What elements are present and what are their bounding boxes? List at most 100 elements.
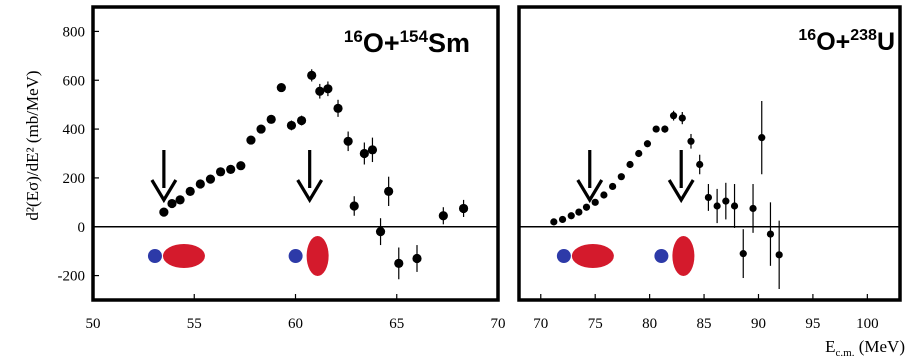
x-tick-label: 70 [491, 316, 506, 332]
barrier-arrow [576, 150, 604, 204]
data-point [205, 174, 216, 184]
data-point [296, 115, 307, 126]
data-point [159, 207, 169, 217]
y-tick-label: 800 [63, 24, 86, 40]
projectile-nucleus [654, 249, 669, 263]
data-point [343, 136, 353, 146]
data-point [550, 218, 558, 226]
x-axis-label-unit: (MeV) [854, 337, 905, 356]
data-point [626, 160, 634, 169]
data-point [375, 227, 386, 237]
data-point [323, 84, 333, 94]
data-point [635, 149, 643, 158]
data-point [167, 198, 177, 209]
y-tick-label: -200 [58, 269, 86, 285]
collision-geometry [654, 236, 695, 276]
data-point [775, 251, 783, 259]
data-point [687, 137, 695, 145]
title-superscript: 16 [798, 27, 816, 44]
arrow-head [667, 179, 695, 204]
y-tick-label: 600 [63, 73, 86, 89]
collision-geometry [288, 236, 329, 276]
data-point [315, 86, 325, 96]
data-point [266, 114, 276, 124]
x-tick-label: 85 [697, 316, 712, 332]
target-nucleus [306, 236, 329, 276]
barrier-arrow [150, 150, 178, 204]
arrow-head [576, 179, 604, 204]
x-tick-label: 90 [751, 316, 766, 332]
panel-title: 16O+154Sm [344, 27, 470, 58]
title-superscript: 16 [344, 27, 363, 46]
data-point [609, 182, 617, 191]
barrier-arrow [296, 150, 324, 204]
panel-title: 16O+238U [798, 27, 895, 56]
y-tick-label: 0 [78, 220, 86, 236]
barrier-arrow [667, 150, 695, 204]
data-point [276, 82, 286, 93]
data-point [349, 201, 359, 211]
data-point [600, 191, 608, 199]
y-tick-label: 400 [63, 122, 86, 138]
x-tick-label: 70 [533, 316, 548, 332]
target-nucleus [571, 244, 614, 268]
data-point [591, 198, 599, 206]
data-point [575, 208, 583, 216]
data-point [678, 114, 686, 122]
data-point [226, 164, 236, 174]
panel-2: 70 75 80 85 90 95 100 16O+238U Ec.m. (MeV) [517, 5, 905, 358]
y-tick-label: 200 [63, 171, 86, 187]
data-point [367, 145, 378, 155]
data-point [458, 203, 469, 214]
x-tick-label: 65 [389, 316, 404, 332]
projectile-nucleus [556, 249, 571, 263]
data-point [394, 258, 404, 268]
data-point [236, 161, 246, 171]
data-point [246, 135, 256, 145]
data-point [175, 195, 185, 205]
data-point [669, 112, 678, 120]
title-text: U [877, 28, 895, 56]
data-point [333, 103, 343, 113]
data-point [722, 197, 730, 205]
data-point [256, 124, 266, 134]
arrow-head [296, 179, 324, 204]
data-point [286, 120, 297, 131]
arrow-head [150, 179, 178, 204]
data-point [567, 212, 575, 220]
data-point [766, 230, 775, 238]
data-point [412, 253, 422, 264]
data-point [643, 140, 652, 148]
data-point [713, 202, 721, 210]
title-text: O+ [363, 28, 400, 58]
target-nucleus [162, 244, 205, 268]
plot-frame [517, 5, 902, 302]
data-point [730, 202, 739, 210]
data-point [195, 179, 205, 189]
x-tick-label: 50 [86, 316, 101, 332]
title-superscript: 238 [850, 27, 877, 44]
data-point [617, 173, 625, 181]
title-superscript: 154 [400, 27, 429, 46]
x-axis-label-symbol: E [825, 337, 835, 356]
x-tick-label: 80 [642, 316, 657, 332]
projectile-nucleus [288, 249, 303, 263]
collision-geometry [556, 244, 614, 268]
x-axis-label-subscript: c.m. [836, 347, 855, 358]
collision-geometry [147, 244, 205, 268]
title-text: Sm [428, 28, 470, 58]
title-text: O+ [816, 28, 850, 56]
x-tick-label: 75 [588, 316, 603, 332]
data-point [758, 134, 766, 142]
target-nucleus [672, 236, 695, 276]
x-axis-label: Ec.m. (MeV) [825, 337, 905, 358]
x-tick-label: 100 [856, 316, 879, 332]
data-point [307, 70, 317, 80]
data-point [558, 215, 567, 224]
data-point [739, 250, 747, 258]
x-tick-label: 60 [288, 316, 303, 332]
x-tick-label: 55 [187, 316, 202, 332]
y-axis-label: d²(Eσ)/dE² (mb/MeV) [23, 70, 42, 220]
data-point [582, 203, 591, 211]
